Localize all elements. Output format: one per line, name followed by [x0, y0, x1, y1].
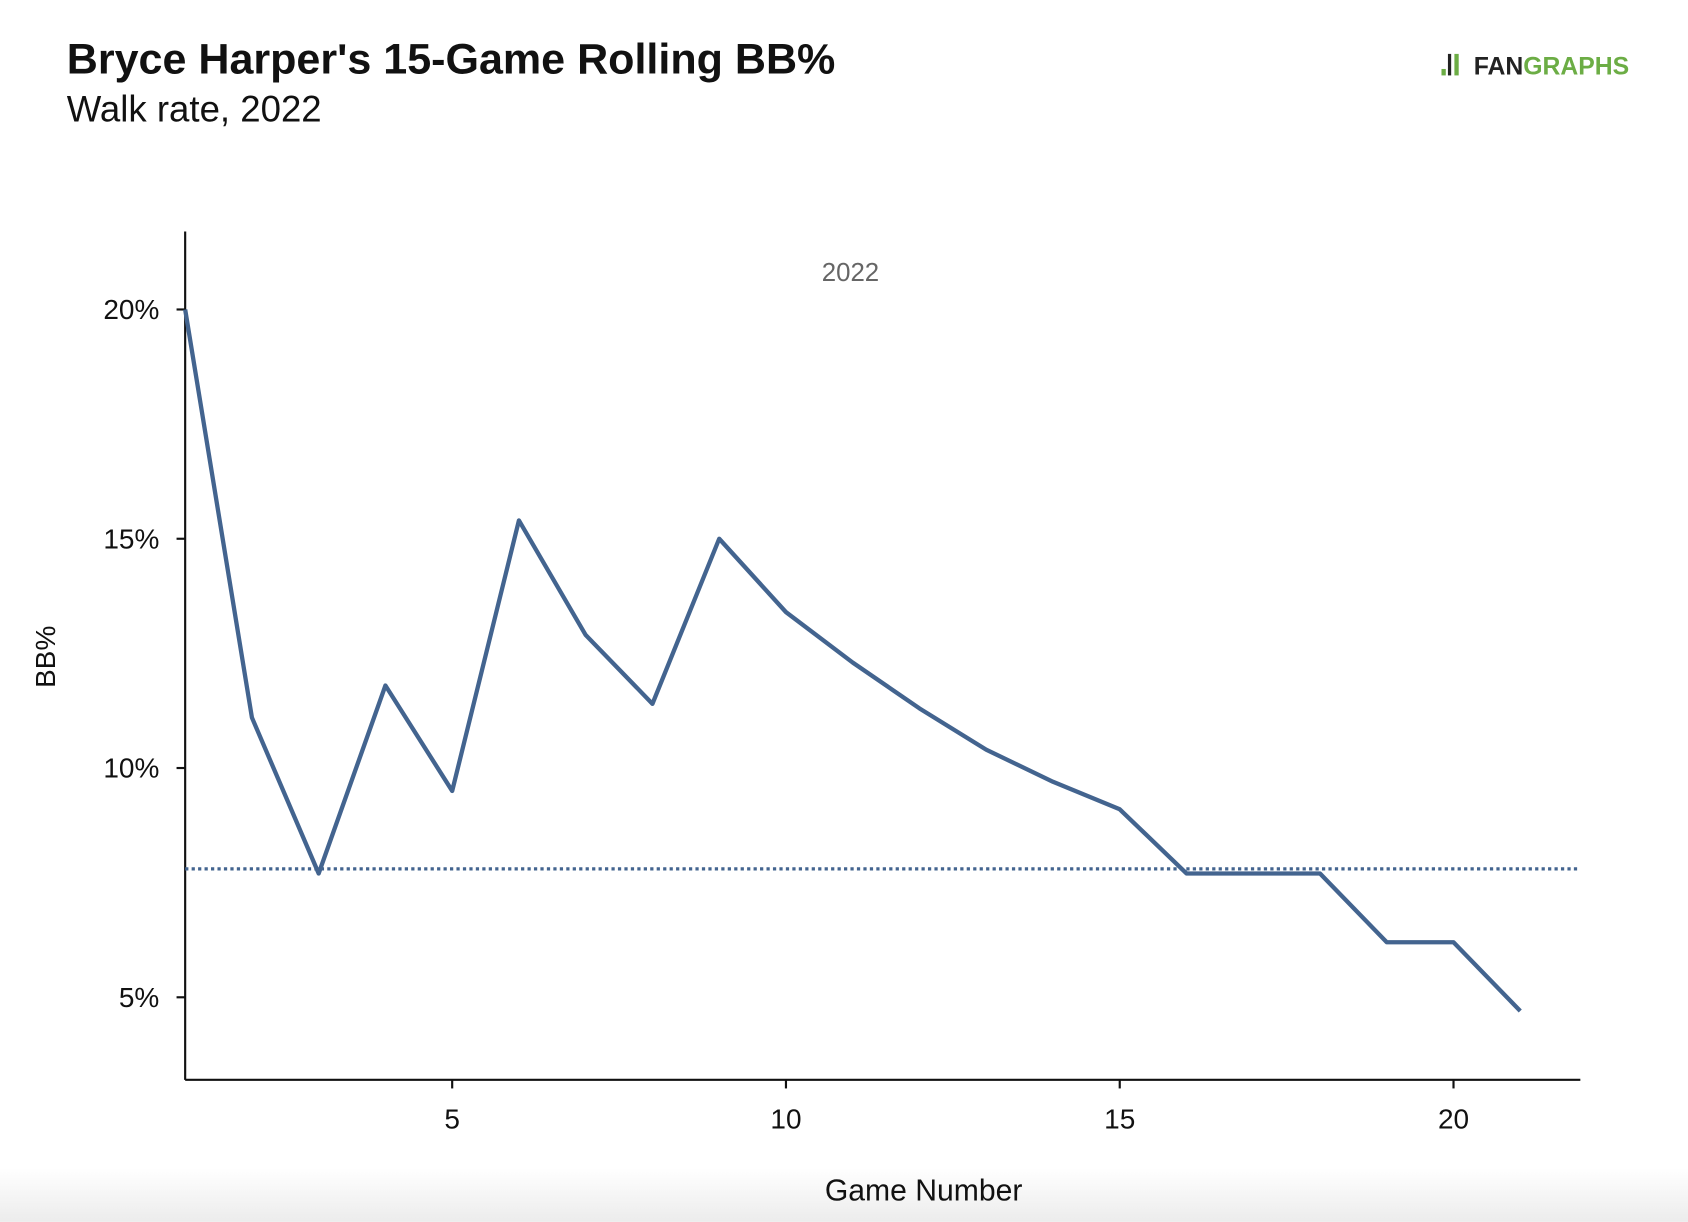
- chart-subtitle: Walk rate, 2022: [67, 89, 322, 130]
- y-tick-label: 15%: [103, 523, 159, 554]
- logo-mark: [1454, 53, 1459, 76]
- y-axis-label: BB%: [30, 626, 61, 688]
- x-tick-label: 5: [444, 1103, 460, 1134]
- y-tick-label: 5%: [119, 982, 159, 1013]
- logo-mark: [1447, 53, 1452, 76]
- logo-fan: FAN: [1474, 53, 1524, 80]
- x-tick-label: 15: [1104, 1103, 1135, 1134]
- logo-text: FANGRAPHS: [1474, 53, 1629, 80]
- x-tick-label: 10: [770, 1103, 801, 1134]
- bottom-fade: [0, 1168, 1688, 1222]
- y-tick-label: 20%: [103, 294, 159, 325]
- y-tick-label: 10%: [103, 753, 159, 784]
- chart-title: Bryce Harper's 15-Game Rolling BB%: [67, 35, 836, 83]
- logo-mark: [1441, 68, 1446, 76]
- annotation: 2022: [822, 259, 879, 287]
- x-tick-label: 20: [1438, 1103, 1469, 1134]
- series-line: [183, 309, 1522, 1013]
- x-axis-label: Game Number: [825, 1174, 1023, 1207]
- logo-graphs: GRAPHS: [1523, 53, 1629, 80]
- logo: FANGRAPHS: [1441, 53, 1629, 80]
